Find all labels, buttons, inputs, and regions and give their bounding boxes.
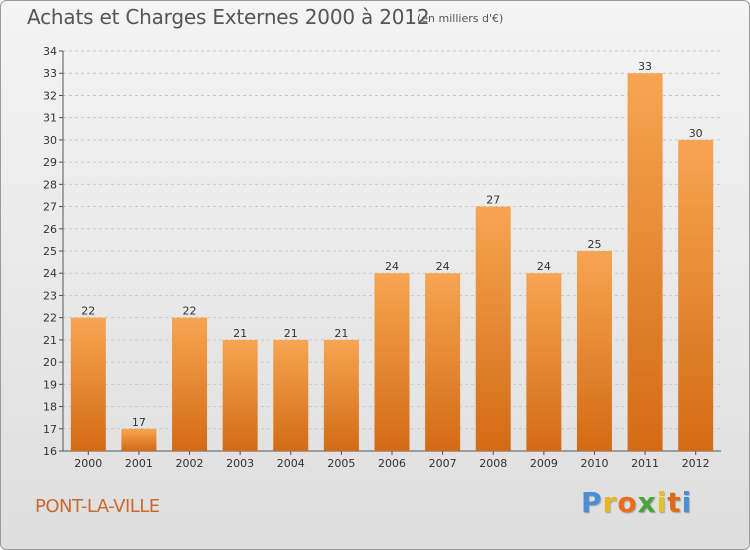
bar-value-label: 17 [132,416,146,429]
x-tick-label: 2003 [226,457,254,470]
chart-title: Achats et Charges Externes 2000 à 2012 [27,5,430,29]
chart-unit: (en milliers d'€) [417,12,504,25]
bar-value-label: 24 [537,260,551,273]
x-tick-label: 2001 [125,457,153,470]
brand-letter: i [656,486,668,519]
x-tick-label: 2007 [429,457,457,470]
bar [273,339,309,451]
bar-value-label: 22 [81,305,95,318]
x-tick-label: 2006 [378,457,406,470]
y-tick-label: 23 [43,289,57,302]
town-name: PONT-LA-VILLE [35,496,160,517]
bar [374,273,410,451]
y-tick-label: 16 [43,445,57,458]
bar-value-label: 30 [689,127,703,140]
bar [222,339,258,451]
brand-letter: o [617,486,638,519]
x-tick-label: 2009 [530,457,558,470]
brand-logo: Proxiti [581,486,692,519]
brand-letter: x [637,486,657,519]
y-tick-label: 25 [43,245,57,258]
y-tick-label: 20 [43,356,57,369]
x-tick-label: 2004 [277,457,305,470]
y-tick-label: 34 [43,45,57,58]
y-tick-label: 32 [43,89,57,102]
y-tick-label: 30 [43,134,57,147]
bar [323,339,359,451]
x-tick-label: 2010 [580,457,608,470]
brand-letter: r [602,486,618,519]
x-tick-label: 2012 [682,457,710,470]
y-tick-label: 28 [43,178,57,191]
x-tick-label: 2000 [74,457,102,470]
y-tick-label: 33 [43,67,57,80]
y-tick-label: 26 [43,223,57,236]
x-tick-label: 2005 [327,457,355,470]
bar-value-label: 24 [385,260,399,273]
bar-value-label: 25 [587,238,601,251]
bar [526,273,562,451]
bar-value-label: 33 [638,60,652,73]
y-tick-label: 19 [43,378,57,391]
bar-value-label: 22 [183,305,197,318]
bar [425,273,461,451]
y-tick-label: 17 [43,423,57,436]
bar [627,73,663,451]
brand-letter: t [667,486,682,519]
bar [475,206,511,451]
bar [172,317,208,451]
x-tick-label: 2008 [479,457,507,470]
x-tick-label: 2011 [631,457,659,470]
bar-value-label: 21 [334,327,348,340]
y-tick-label: 21 [43,334,57,347]
y-tick-label: 22 [43,312,57,325]
brand-letter: i [681,486,693,519]
x-tick-label: 2002 [176,457,204,470]
y-tick-label: 24 [43,267,57,280]
y-tick-label: 18 [43,401,57,414]
bar [678,139,714,451]
bar [121,428,157,451]
bar-value-label: 27 [486,194,500,207]
bar [70,317,106,451]
y-tick-label: 27 [43,201,57,214]
y-tick-label: 29 [43,156,57,169]
bar-value-label: 21 [284,327,298,340]
y-tick-label: 31 [43,112,57,125]
bar-value-label: 24 [436,260,450,273]
bar [576,251,612,451]
bar-value-label: 21 [233,327,247,340]
brand-letter: P [581,486,603,519]
